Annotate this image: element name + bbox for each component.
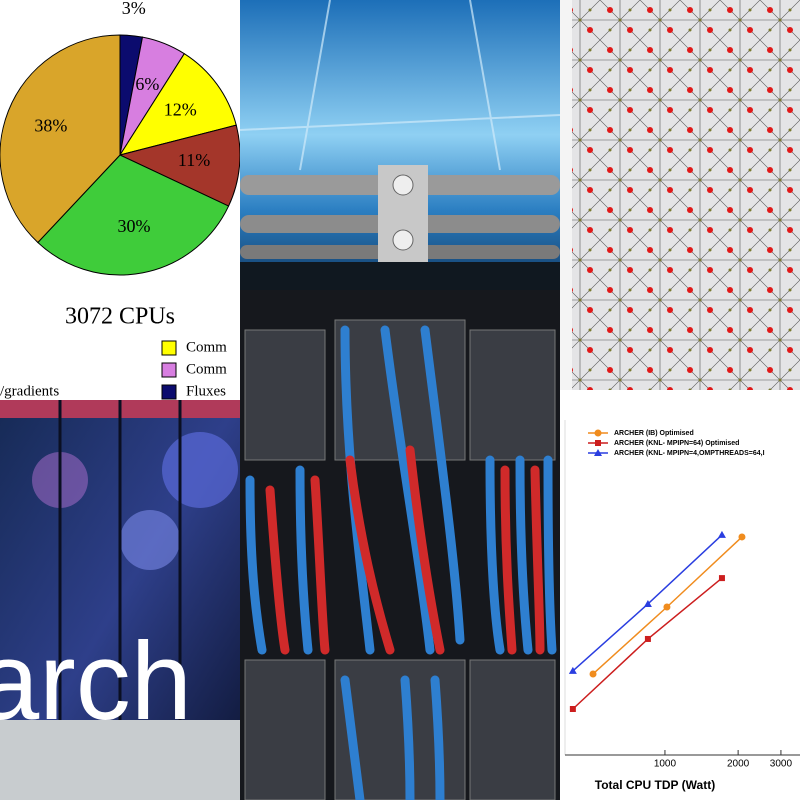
cabinet-photo: arch xyxy=(0,400,240,800)
pie-slice xyxy=(118,124,240,207)
pie-slice xyxy=(118,52,237,156)
legend-label: Comm xyxy=(186,339,227,355)
mesh-render xyxy=(560,0,800,390)
legend-label: Fluxes xyxy=(186,383,226,399)
slice-label: 38% xyxy=(34,116,67,136)
line-panel: Total CPU TDP (Watt) 1000 2000 3000 ARCHER … xyxy=(560,390,800,800)
data-point xyxy=(738,533,746,541)
slice-label: 6% xyxy=(135,74,159,94)
legend-swatch xyxy=(161,384,177,400)
legend-label: ARCHER (KNL- MPIPN=64) Optimised xyxy=(614,440,739,447)
cabinet-logo: arch xyxy=(0,620,192,743)
data-point xyxy=(569,706,576,712)
legend-label: ARCHER (IB) Optimised xyxy=(614,430,694,437)
legend-label: ARCHER (KNL- MPIPN=4,OMPTHREADS=64,I xyxy=(614,450,765,457)
data-point xyxy=(643,599,652,607)
slice-label: 30% xyxy=(117,216,150,236)
x-tick-label: 3000 xyxy=(770,759,793,770)
slice-label: 12% xyxy=(164,99,197,119)
x-tick-label: 1000 xyxy=(654,759,677,770)
legend-marker xyxy=(595,440,601,446)
x-tick-label: 2000 xyxy=(727,759,750,770)
x-axis-label: Total CPU TDP (Watt) xyxy=(595,778,715,792)
rack-photo xyxy=(240,290,560,800)
legend-marker xyxy=(594,449,602,456)
data-point xyxy=(718,575,725,582)
ceiling-photo xyxy=(239,0,561,300)
legend-label: /gradients xyxy=(0,383,59,399)
legend-marker xyxy=(594,429,602,437)
data-point xyxy=(717,530,726,538)
slice-label: 3% xyxy=(122,0,146,18)
data-point xyxy=(644,635,651,642)
legend-swatch xyxy=(161,340,177,356)
pie-slice xyxy=(0,34,121,244)
data-point xyxy=(568,666,577,674)
data-point xyxy=(589,670,597,678)
legend-swatch xyxy=(161,362,177,378)
pie-panel: 3072 CPUs 3% 6%12% 11% 30% 38% Comm Comm Fluxes… xyxy=(0,0,240,400)
pie-title: 3072 CPUs xyxy=(65,304,175,330)
data-point xyxy=(663,603,671,611)
legend-label: Comm xyxy=(186,361,227,377)
slice-label: 11% xyxy=(178,150,210,170)
pie-slice xyxy=(37,154,230,276)
